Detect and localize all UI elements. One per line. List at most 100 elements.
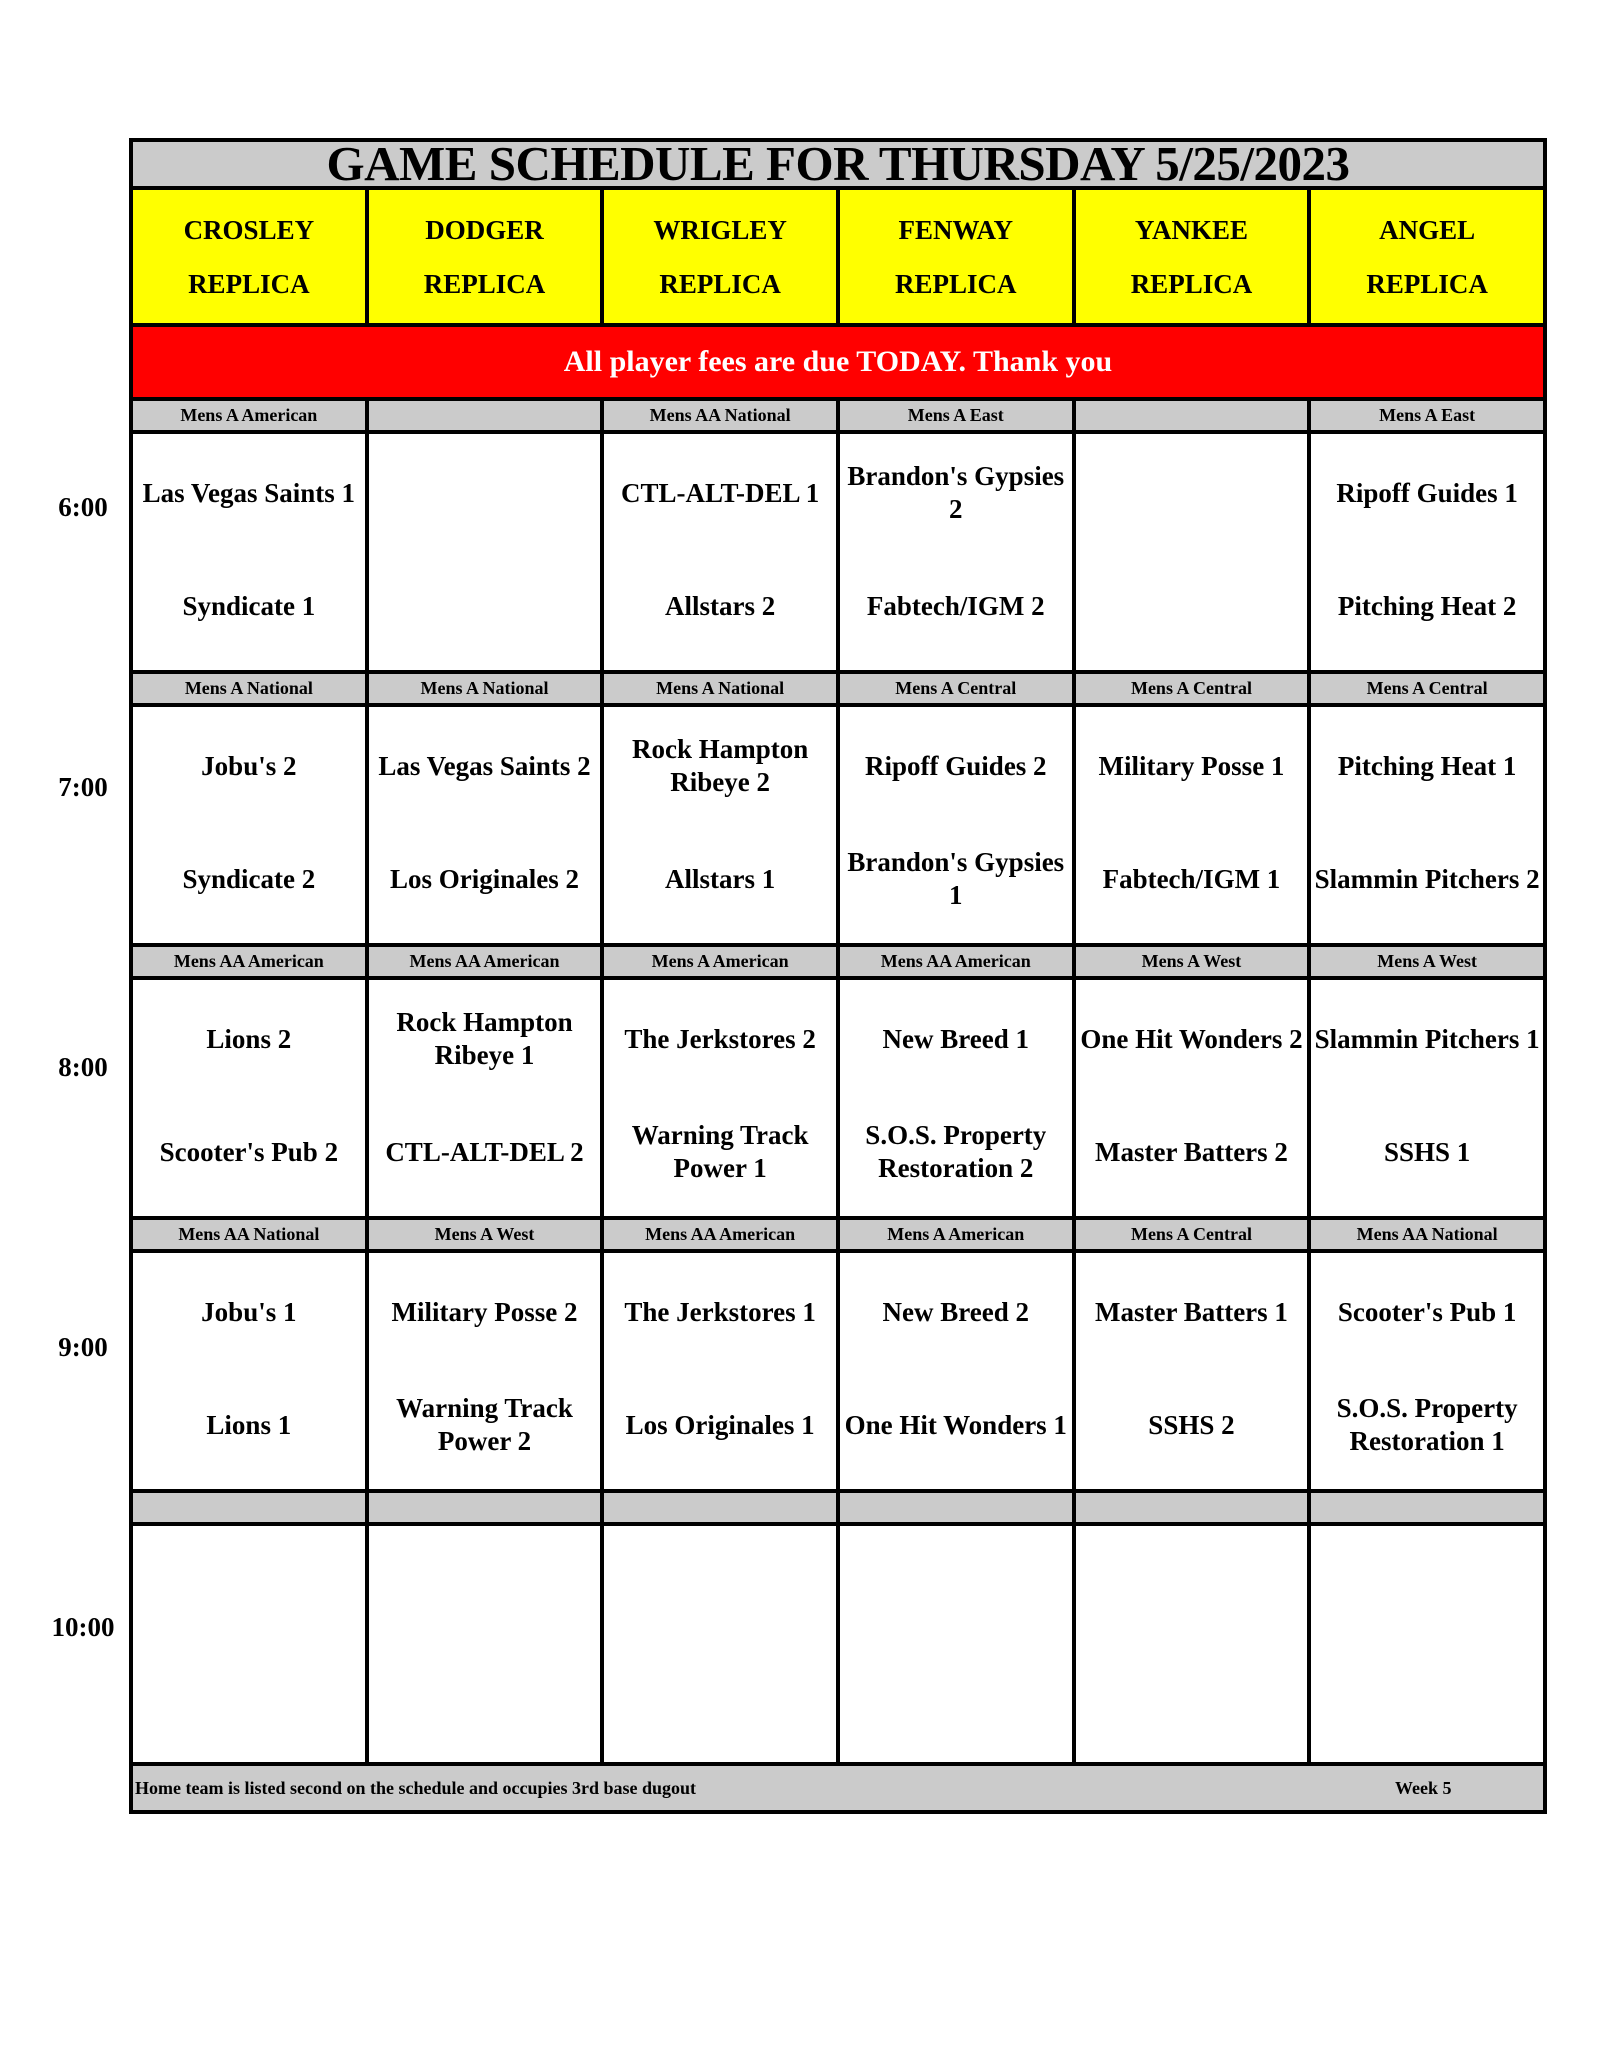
game-cell: Pitching Heat 1 Slammin Pitchers 2 [1307,703,1547,947]
field-header-row: CROSLEY REPLICA DODGER REPLICA WRIGLEY REPLIC… [129,186,1547,327]
field-name: YANKEE [1134,214,1248,245]
division-label: Mens AA National [600,397,840,434]
field-name: DODGER [425,214,544,245]
division-label: Mens AA American [364,943,605,980]
field-header: WRIGLEY REPLICA [600,186,840,327]
home-team [604,1644,836,1753]
home-team: Pitching Heat 2 [1337,590,1517,621]
home-team: SSHS 2 [1148,1409,1235,1440]
time-label: 10:00 [51,1612,115,1642]
home-team: S.O.S. Property Restoration 1 [1336,1393,1518,1457]
footer: Home team is listed second on the schedu… [129,1762,1547,1814]
game-cell [600,1522,840,1766]
game-cell: Las Vegas Saints 1 Syndicate 1 [129,430,369,674]
field-name: FENWAY [898,214,1014,245]
game-cell [129,1522,369,1766]
game-cell: Las Vegas Saints 2 Los Originales 2 [364,703,605,947]
away-team: Las Vegas Saints 1 [142,477,355,508]
field-name: WRIGLEY [653,214,787,245]
time-label: 9:00 [58,1332,108,1362]
field-header: FENWAY REPLICA [835,186,1076,327]
away-team: Jobu's 2 [201,750,297,781]
home-team: Master Batters 2 [1094,1136,1288,1167]
home-team [840,1644,1072,1753]
division-row: Mens AA National Mens A West Mens AA Ameri… [129,1216,1547,1253]
division-label [364,1489,605,1526]
home-team: Scooter's Pub 2 [159,1136,339,1167]
field-sub: REPLICA [895,268,1017,299]
away-team: The Jerkstores 2 [624,1023,816,1054]
game-cell: CTL-ALT-DEL 1 Allstars 2 [600,430,840,674]
home-team: Syndicate 1 [182,590,316,621]
game-row [129,1522,1547,1766]
division-label: Mens AA National [1307,1216,1547,1253]
game-cell: The Jerkstores 1 Los Originales 1 [600,1249,840,1493]
field-name: ANGEL [1379,214,1476,245]
away-team [604,1526,836,1644]
away-team: Slammin Pitchers 1 [1314,1023,1540,1054]
away-team: Jobu's 1 [201,1296,297,1327]
away-team: CTL-ALT-DEL 1 [620,477,820,508]
game-cell: Rock Hampton Ribeye 1 CTL-ALT-DEL 2 [364,976,605,1220]
division-row: Mens A National Mens A National Mens A Nat… [129,670,1547,707]
home-team [133,1644,365,1753]
division-row: Mens AA American Mens AA American Mens A A… [129,943,1547,980]
division-label: Mens A Central [1307,670,1547,707]
field-sub: REPLICA [188,268,310,299]
division-label: Mens A East [835,397,1076,434]
away-team [133,1526,365,1644]
home-team [1076,552,1308,661]
division-label: Mens A Central [835,670,1076,707]
home-team: Slammin Pitchers 2 [1314,863,1540,894]
page-title: GAME SCHEDULE FOR THURSDAY 5/25/2023 [129,138,1547,190]
game-cell: Rock Hampton Ribeye 2 Allstars 1 [600,703,840,947]
game-cell: Ripoff Guides 2 Brandon's Gypsies 1 [835,703,1076,947]
game-row: Jobu's 2 Syndicate 2 Las Vegas Saints 2 Los… [129,703,1547,947]
field-header: CROSLEY REPLICA [129,186,369,327]
home-team: Fabtech/IGM 1 [1102,863,1281,894]
home-team: Warning Track Power 2 [396,1393,573,1457]
game-cell: Jobu's 2 Syndicate 2 [129,703,369,947]
field-header: ANGEL REPLICA [1307,186,1547,327]
game-cell [1307,1522,1547,1766]
away-team: Ripoff Guides 1 [1336,477,1518,508]
division-label: Mens AA American [129,943,369,980]
game-cell [1071,1522,1312,1766]
division-label [129,1489,369,1526]
field-sub: REPLICA [1130,268,1253,299]
home-team: Los Originales 1 [625,1409,815,1440]
division-label: Mens A American [835,1216,1076,1253]
division-label: Mens AA American [835,943,1076,980]
home-team: SSHS 1 [1383,1136,1471,1167]
field-header: YANKEE REPLICA [1071,186,1312,327]
field-name: CROSLEY [183,214,315,245]
home-team: Lions 1 [206,1409,292,1440]
away-team: Las Vegas Saints 2 [378,750,591,781]
home-team: One Hit Wonders 1 [844,1409,1067,1440]
field-sub: REPLICA [659,268,781,299]
schedule-sheet: GAME SCHEDULE FOR THURSDAY 5/25/2023 CRO… [129,138,1547,1814]
game-cell [364,1522,605,1766]
away-team: The Jerkstores 1 [624,1296,816,1327]
away-team: Ripoff Guides 2 [865,750,1047,781]
game-row: Las Vegas Saints 1 Syndicate 1 CTL-ALT-DEL… [129,430,1547,674]
division-label: Mens A West [1307,943,1547,980]
home-team: Syndicate 2 [182,863,316,894]
away-team [369,1526,601,1644]
division-label [600,1489,840,1526]
away-team: Military Posse 2 [391,1296,578,1327]
division-label: Mens AA National [129,1216,369,1253]
away-team [1076,1526,1308,1644]
game-cell: Ripoff Guides 1 Pitching Heat 2 [1307,430,1547,674]
time-label: 6:00 [58,492,108,522]
time-label: 8:00 [58,1052,108,1082]
week-label: Week 5 [1395,1778,1452,1798]
division-label [364,397,605,434]
division-label: Mens A National [600,670,840,707]
division-label: Mens A American [129,397,369,434]
game-cell [835,1522,1076,1766]
game-cell: New Breed 1 S.O.S. Property Restoration 2 [835,976,1076,1220]
home-team: Fabtech/IGM 2 [866,590,1045,621]
away-team: New Breed 1 [882,1023,1030,1054]
game-cell: Master Batters 1 SSHS 2 [1071,1249,1312,1493]
